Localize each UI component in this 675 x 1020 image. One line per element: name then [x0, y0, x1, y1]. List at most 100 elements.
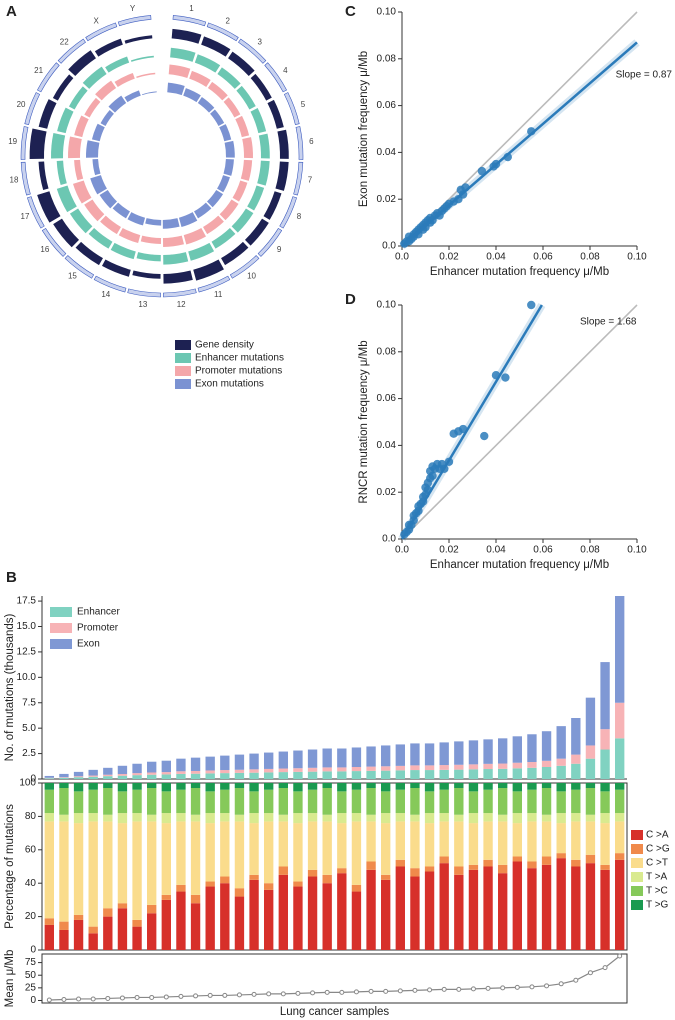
ideogram: [24, 92, 41, 125]
bar-segment: [322, 771, 332, 779]
mean-marker: [207, 992, 213, 998]
bar-segment: [44, 789, 54, 814]
bar-segment: [337, 873, 347, 950]
bar-segment: [571, 813, 581, 822]
ideogram: [85, 22, 118, 42]
bar-segment: [307, 767, 318, 772]
bar-segment: [234, 814, 245, 822]
bar-segment: [44, 918, 54, 925]
track-bar: [136, 252, 161, 262]
y-tick-label: 5.0: [22, 723, 36, 734]
bar-segment: [454, 866, 464, 875]
point: [480, 431, 489, 441]
track-bar: [29, 128, 47, 160]
bar-segment: [190, 788, 201, 815]
panel-label: B: [6, 569, 17, 586]
legend-swatch: [631, 872, 643, 882]
track-bar: [223, 97, 241, 118]
bar-segment: [264, 883, 274, 890]
legend-swatch: [175, 353, 191, 363]
bar-segment: [264, 783, 274, 790]
bar-segment: [381, 791, 391, 814]
bar-segment: [615, 596, 625, 703]
bar-segment: [571, 783, 581, 790]
y-tick-label: 0.06: [377, 100, 397, 111]
bar-segment: [220, 821, 230, 877]
bar-segment: [468, 869, 479, 950]
bar-segment: [322, 814, 332, 822]
ideogram: [20, 126, 29, 160]
track-bar: [183, 227, 206, 245]
bar-segment: [293, 823, 303, 882]
track-bar: [240, 159, 253, 181]
track-bar: [140, 235, 162, 244]
track-bar: [56, 160, 67, 186]
bar-segment: [278, 874, 288, 950]
chromosome-label: 18: [10, 175, 19, 184]
bar-segment: [88, 933, 98, 950]
bar-segment: [44, 783, 54, 790]
bar-segment: [585, 854, 596, 864]
bar-segment: [322, 821, 332, 875]
bar-segment: [44, 778, 54, 779]
bar-segment: [351, 891, 362, 950]
bar-segment: [147, 814, 157, 822]
bar-segment: [190, 814, 201, 822]
bar-segment: [571, 718, 581, 755]
y-axis-label: Exon mutation frequency μ/Mb: [358, 51, 370, 207]
bar-segment: [249, 783, 259, 792]
bar-segment: [468, 823, 479, 865]
bar-segment: [205, 823, 215, 882]
bar-segment: [395, 765, 405, 771]
mean-marker: [412, 987, 418, 993]
bar-segment: [117, 823, 128, 904]
bar-segment: [176, 821, 186, 885]
bar-segment: [556, 853, 566, 859]
track-bar: [217, 175, 230, 193]
y-tick-label: 0: [30, 774, 36, 785]
bar-segment: [512, 861, 522, 950]
bar-segment: [176, 813, 186, 822]
legend-label: Promoter: [77, 623, 119, 634]
bar-segment: [337, 771, 347, 779]
bar-segment: [381, 745, 391, 767]
bar-segment: [556, 813, 566, 824]
bar-segment: [454, 788, 464, 815]
legend-label: C >G: [646, 844, 670, 855]
bar-segment: [615, 783, 625, 790]
track-bar: [38, 99, 57, 129]
bar-segment: [410, 788, 420, 815]
track-bar: [112, 202, 130, 219]
bar-segment: [366, 766, 376, 771]
bar-segment: [117, 903, 128, 909]
track-bar: [223, 159, 234, 176]
mean-marker: [236, 992, 242, 998]
plot-frame: [41, 782, 628, 951]
bar-segment: [59, 777, 69, 779]
track-bar: [92, 159, 101, 176]
bar-segment: [264, 821, 274, 884]
track-bar: [210, 109, 225, 126]
track-bar: [91, 123, 105, 142]
bar-segment: [103, 788, 113, 815]
track-bar: [114, 72, 135, 87]
bar-segment: [220, 773, 230, 779]
track-bar: [38, 161, 49, 191]
bar-segment: [395, 770, 405, 779]
track-bar: [118, 227, 141, 244]
track-bar: [163, 252, 189, 265]
bar-segment: [600, 662, 610, 730]
ideogram: [172, 15, 207, 27]
bar-segment: [132, 773, 142, 776]
bar-segment: [132, 813, 142, 822]
ideogram: [57, 38, 86, 64]
bar-segment: [541, 783, 552, 789]
track-bar: [207, 81, 228, 101]
track-bar: [136, 72, 156, 79]
legend-label: Promoter mutations: [195, 366, 282, 377]
track-bar: [74, 159, 84, 181]
bar-segment: [424, 743, 435, 766]
bar-segment: [278, 814, 288, 822]
bar-segment: [176, 783, 186, 790]
track-bar: [37, 191, 61, 223]
